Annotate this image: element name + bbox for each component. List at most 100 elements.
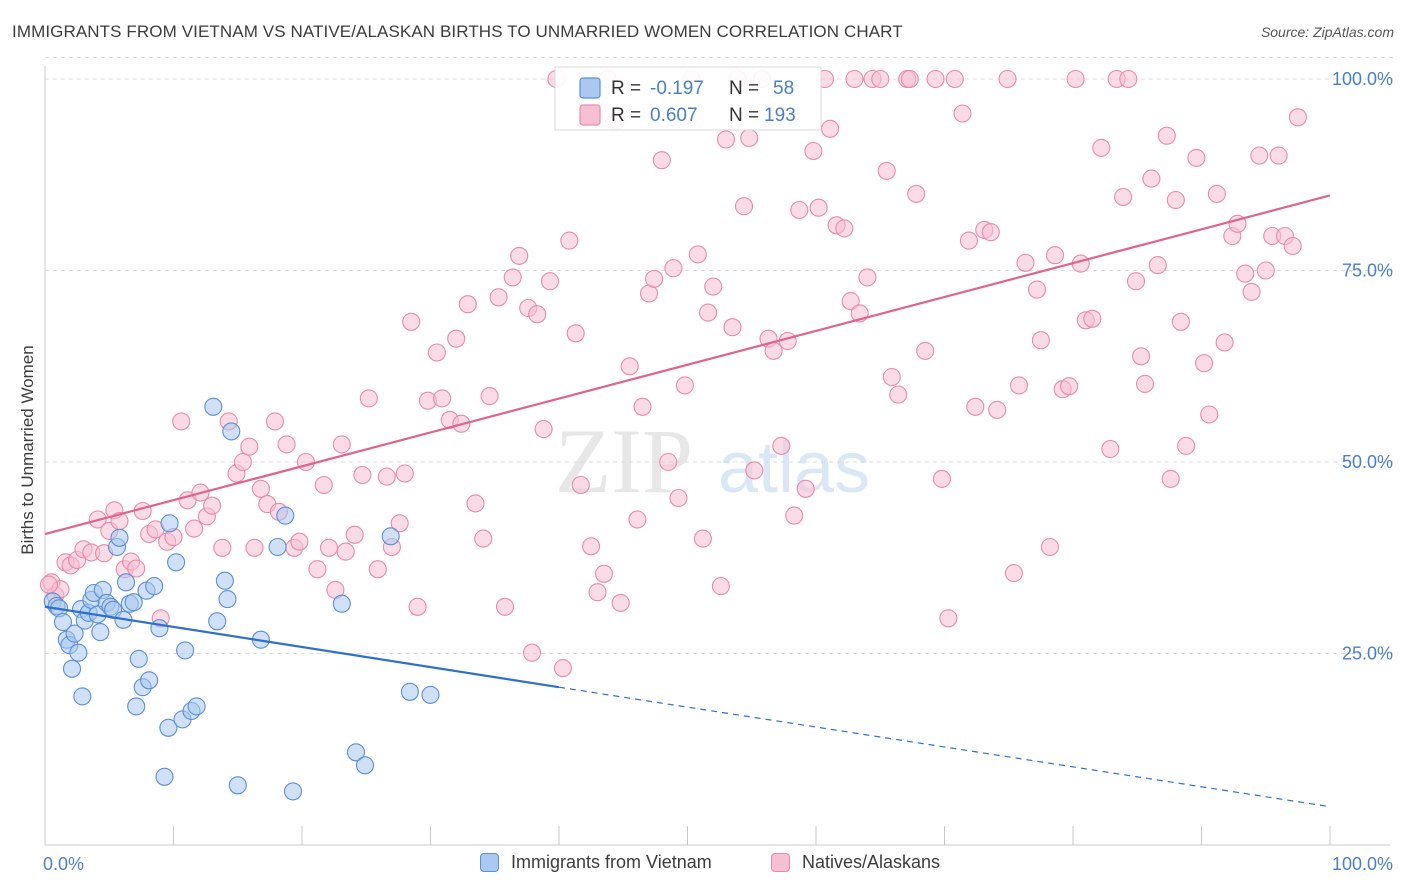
point-natives-118 <box>804 141 823 161</box>
point-natives-101 <box>699 303 718 322</box>
point-natives-75 <box>534 420 553 439</box>
point-natives-88 <box>620 357 639 376</box>
point-vietnam-26 <box>129 649 148 668</box>
point-natives-125 <box>845 69 864 89</box>
point-natives-170 <box>1148 256 1167 275</box>
chart-title: IMMIGRANTS FROM VIETNAM VS NATIVE/ALASKA… <box>12 22 903 41</box>
point-natives-130 <box>877 161 896 180</box>
point-vietnam-35 <box>159 718 178 737</box>
point-natives-67 <box>480 387 499 406</box>
point-natives-89 <box>628 510 647 529</box>
point-natives-94 <box>659 452 678 472</box>
point-natives-141 <box>953 104 972 123</box>
legend-item-vietnam[interactable]: Immigrants from Vietnam <box>480 852 712 873</box>
y-tick-label-75: 75.0% <box>1342 261 1393 281</box>
point-natives-28 <box>213 538 232 557</box>
point-natives-79 <box>560 231 579 250</box>
point-natives-55 <box>395 464 414 483</box>
point-natives-175 <box>1177 436 1196 455</box>
point-vietnam-42 <box>215 571 234 590</box>
point-natives-34 <box>251 479 270 498</box>
point-natives-38 <box>277 435 296 454</box>
point-natives-153 <box>1040 537 1059 557</box>
point-natives-80 <box>566 324 585 343</box>
point-natives-32 <box>240 437 259 456</box>
point-natives-171 <box>1157 126 1176 145</box>
point-natives-161 <box>1092 138 1111 157</box>
point-natives-31 <box>233 452 252 472</box>
point-natives-52 <box>377 467 396 486</box>
point-natives-46 <box>332 435 351 454</box>
point-natives-36 <box>265 412 285 431</box>
point-vietnam-6 <box>62 659 82 678</box>
point-natives-179 <box>1207 184 1226 203</box>
source-label: Source: ZipAtlas.com <box>1260 24 1394 40</box>
point-natives-148 <box>1004 564 1023 583</box>
point-natives-65 <box>466 494 485 513</box>
stats-r-value-1: 0.607 <box>650 105 698 126</box>
point-vietnam-47 <box>268 537 287 557</box>
y-tick-label-100: 100.0% <box>1332 69 1393 89</box>
point-vietnam-37 <box>176 641 195 660</box>
point-natives-93 <box>652 151 671 170</box>
stats-n-value-1: 193 <box>764 105 796 126</box>
point-natives-188 <box>1269 146 1288 165</box>
point-natives-99 <box>688 245 707 264</box>
point-vietnam-49 <box>283 782 303 801</box>
point-natives-48 <box>345 525 364 544</box>
point-natives-192 <box>39 575 58 594</box>
point-natives-83 <box>588 583 607 602</box>
stats-r-value-0: -0.197 <box>650 78 704 99</box>
point-natives-71 <box>510 246 529 265</box>
point-natives-69 <box>495 597 515 616</box>
point-vietnam-44 <box>222 422 241 441</box>
legend-label-natives: Natives/Alaskans <box>802 852 941 872</box>
point-natives-151 <box>1027 280 1047 299</box>
point-natives-84 <box>594 564 614 583</box>
point-natives-166 <box>1126 272 1146 291</box>
point-natives-146 <box>988 400 1007 419</box>
point-natives-66 <box>474 529 493 548</box>
point-natives-177 <box>1195 354 1214 373</box>
point-natives-62 <box>447 329 466 348</box>
x-tick-label-0: 0.0% <box>43 854 84 874</box>
point-natives-87 <box>611 593 630 612</box>
point-natives-103 <box>711 577 730 596</box>
point-natives-139 <box>939 609 958 628</box>
point-natives-167 <box>1132 347 1151 366</box>
legend-item-natives[interactable]: Natives/Alaskans <box>771 852 940 873</box>
point-natives-64 <box>458 295 477 314</box>
point-natives-95 <box>664 259 683 278</box>
point-natives-135 <box>907 184 926 203</box>
watermark-atlas: atlas <box>718 428 870 508</box>
point-vietnam-30 <box>145 577 164 596</box>
point-natives-164 <box>1114 187 1133 207</box>
point-vietnam-32 <box>155 767 174 786</box>
point-vietnam-55 <box>421 685 440 704</box>
point-vietnam-33 <box>160 514 179 533</box>
point-natives-82 <box>582 537 601 556</box>
point-vietnam-54 <box>400 682 419 701</box>
point-natives-154 <box>1045 246 1065 265</box>
point-vietnam-56 <box>127 697 146 716</box>
point-natives-42 <box>308 560 327 579</box>
point-natives-127 <box>858 268 877 287</box>
point-natives-147 <box>998 69 1017 89</box>
bottom-legend: Immigrants from Vietnam Natives/Alaskans <box>0 852 1406 878</box>
legend-swatch-blue <box>480 853 499 872</box>
stats-swatch-1 <box>579 104 601 126</box>
point-natives-109 <box>745 461 764 480</box>
point-natives-180 <box>1215 333 1234 352</box>
point-natives-81 <box>571 475 590 495</box>
point-natives-92 <box>645 269 664 288</box>
stats-n-value-0: 58 <box>773 78 794 99</box>
point-natives-74 <box>528 305 547 324</box>
x-tick-label-100: 100.0% <box>1332 854 1393 874</box>
point-natives-186 <box>1256 261 1275 280</box>
point-natives-108 <box>740 128 759 148</box>
point-natives-134 <box>900 69 919 89</box>
point-vietnam-3 <box>53 613 73 632</box>
point-vietnam-40 <box>204 397 223 416</box>
point-natives-136 <box>916 341 935 360</box>
